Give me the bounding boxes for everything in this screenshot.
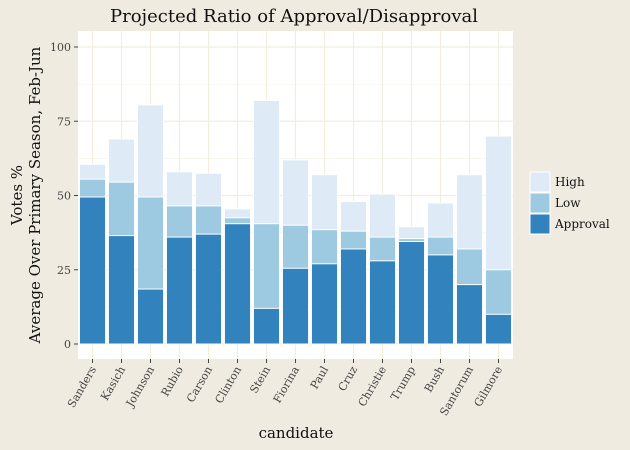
- bar-approval: [166, 237, 192, 344]
- y-axis-title-line-1: Votes %: [8, 165, 26, 226]
- x-tick-label: Clinton: [213, 364, 245, 406]
- y-axis-ticks: 0 25 50 75 100: [50, 41, 78, 351]
- x-tick-label: Paul: [308, 364, 332, 392]
- bar-approval: [311, 264, 337, 344]
- bar-approval: [485, 314, 511, 344]
- bar-approval: [456, 285, 482, 344]
- y-tick-label: 25: [57, 264, 71, 277]
- legend-key-low: [530, 193, 550, 213]
- bar-approval: [398, 242, 424, 344]
- x-tick-label: Rubio: [159, 364, 187, 399]
- x-tick-label: Johnson: [123, 364, 157, 410]
- bar-approval: [253, 308, 279, 344]
- x-tick-label: Stein: [247, 364, 273, 396]
- legend-key-high: [530, 172, 550, 192]
- x-tick-label: Fiorina: [271, 364, 303, 406]
- bar-approval: [282, 268, 308, 344]
- y-tick-label: 100: [50, 41, 71, 54]
- x-axis-title: candidate: [259, 424, 334, 442]
- legend-key-approval: [530, 214, 550, 234]
- bar-approval: [195, 234, 221, 344]
- x-tick-label: Trump: [388, 364, 418, 403]
- x-tick-label: Gilmore: [472, 364, 506, 409]
- y-tick-label: 75: [57, 115, 71, 128]
- bar-approval: [79, 197, 105, 344]
- bar-approval: [224, 224, 250, 344]
- bar-approval: [340, 249, 366, 344]
- legend: High Low Approval: [530, 172, 610, 234]
- x-tick-label: Kasich: [98, 364, 128, 403]
- x-tick-label: Cruz: [336, 364, 361, 394]
- x-tick-label: Sanders: [65, 364, 99, 410]
- y-tick-label: 50: [57, 190, 71, 203]
- y-tick-label: 0: [64, 338, 71, 351]
- legend-label-high: High: [555, 175, 585, 189]
- x-tick-label: Carson: [184, 364, 215, 405]
- bar-approval: [108, 236, 134, 344]
- chart-title: Projected Ratio of Approval/Disapproval: [110, 6, 478, 27]
- bar-approval: [137, 289, 163, 344]
- bar-approval: [427, 255, 453, 344]
- x-tick-label: Bush: [422, 364, 447, 395]
- x-tick-label: Christie: [356, 364, 389, 409]
- y-axis-title: Votes % Average Over Primary Season, Feb…: [8, 46, 44, 344]
- bar-approval: [369, 261, 395, 344]
- legend-label-low: Low: [555, 196, 581, 210]
- legend-label-approval: Approval: [554, 217, 610, 231]
- y-axis-title-line-2: Average Over Primary Season, Feb-Jun: [26, 46, 44, 344]
